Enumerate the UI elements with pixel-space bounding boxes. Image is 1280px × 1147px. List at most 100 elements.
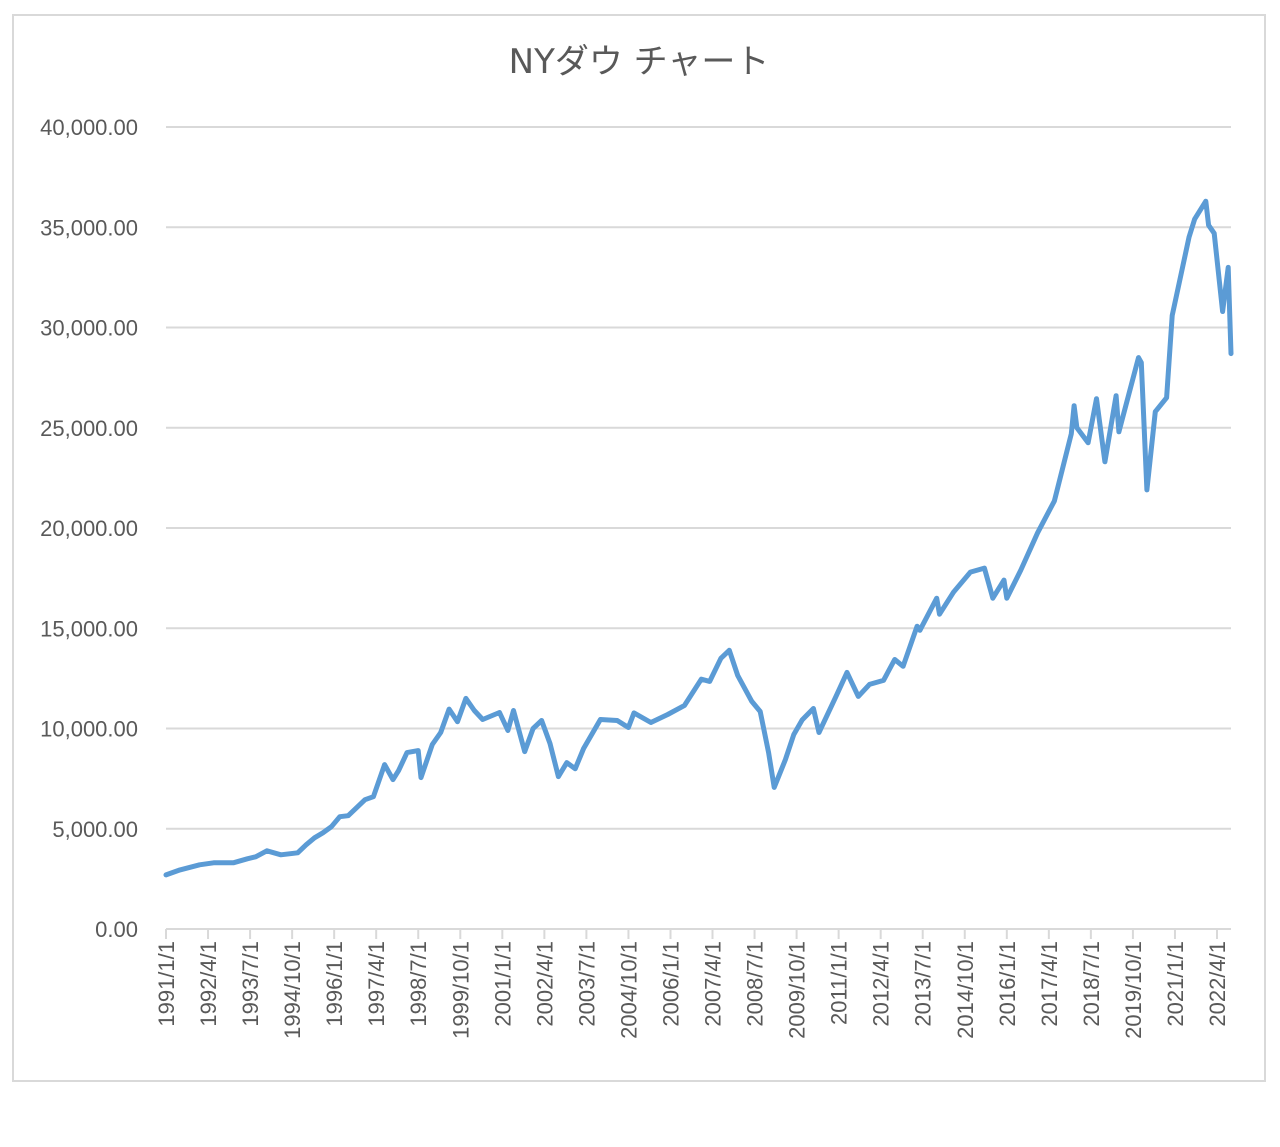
data-point (1085, 440, 1091, 445)
x-tick-label: 1998/7/1 (406, 941, 431, 1027)
x-tick-label: 2018/7/1 (1079, 941, 1104, 1027)
data-point (1136, 355, 1141, 360)
data-point (1228, 351, 1234, 356)
data-point (856, 694, 861, 699)
data-point (699, 677, 704, 682)
x-axis-ticks: 1991/1/1 1992/4/1 1993/7/1 1994/10/1 1996/1/… (154, 929, 1230, 1039)
data-point (917, 628, 923, 633)
x-tick-label: 1991/1/1 (154, 941, 179, 1027)
data-point (811, 706, 816, 711)
data-point (1001, 577, 1007, 583)
data-point (1220, 309, 1225, 314)
chart-frame (12, 14, 1266, 1082)
data-point (598, 717, 603, 722)
data-point (547, 741, 553, 746)
data-point (758, 709, 763, 714)
x-tick-label: 2022/4/1 (1205, 941, 1230, 1027)
x-tick-label: 2007/4/1 (701, 941, 726, 1027)
data-point (631, 710, 637, 716)
data-point (648, 720, 654, 725)
data-point (320, 830, 326, 835)
data-point (1212, 231, 1217, 236)
data-point (1203, 199, 1209, 204)
data-point (800, 717, 805, 723)
data-point (951, 590, 956, 595)
data-point (982, 565, 987, 571)
data-point (346, 813, 351, 818)
x-tick-label: 2004/10/1 (616, 941, 641, 1039)
data-point (480, 717, 485, 722)
x-tick-label: 1992/4/1 (196, 941, 221, 1027)
x-tick-label: 2008/7/1 (743, 941, 768, 1027)
data-point (735, 673, 740, 678)
data-point (833, 694, 838, 699)
data-point (791, 732, 796, 737)
data-point (472, 708, 477, 713)
data-point (1004, 596, 1009, 601)
data-point (707, 679, 712, 684)
data-point (816, 730, 822, 735)
data-point (1144, 487, 1150, 493)
y-tick-label: 10,000.00 (40, 717, 138, 742)
data-point (867, 682, 872, 687)
data-point (1074, 425, 1080, 430)
data-point (914, 624, 920, 629)
data-point (1052, 498, 1057, 504)
data-point (264, 848, 270, 853)
x-tick-label: 2014/10/1 (953, 941, 978, 1039)
data-point (253, 854, 258, 859)
x-tick-label: 2001/1/1 (490, 941, 515, 1027)
y-axis-ticks: 0.00 5,000.00 10,000.00 15,000.00 20,000.00 2… (40, 115, 138, 942)
data-point (362, 797, 368, 802)
data-point (934, 596, 939, 601)
data-point (329, 824, 334, 829)
data-point (163, 872, 169, 878)
data-point (564, 760, 569, 765)
data-point (1139, 360, 1144, 365)
x-tick-label: 1999/10/1 (448, 941, 473, 1039)
data-point (1018, 567, 1023, 573)
data-point (665, 712, 670, 717)
data-point (968, 569, 973, 575)
data-point (1170, 313, 1175, 318)
data-point (539, 718, 544, 723)
y-tick-label: 25,000.00 (40, 416, 138, 441)
data-point (892, 657, 897, 662)
data-point (682, 703, 687, 708)
x-tick-label: 2009/10/1 (785, 941, 810, 1039)
data-point (312, 835, 317, 840)
data-point (446, 706, 452, 712)
x-tick-label: 2012/4/1 (869, 941, 894, 1027)
data-point (278, 852, 284, 857)
gridlines (166, 126, 1231, 830)
data-point (396, 768, 401, 773)
data-point (573, 766, 578, 771)
x-tick-label: 1996/1/1 (322, 941, 347, 1027)
series-group (163, 198, 1234, 878)
data-point (511, 708, 516, 713)
data-point (727, 648, 732, 653)
data-point (581, 746, 586, 751)
data-point (505, 728, 511, 733)
data-point (416, 748, 421, 753)
data-point (1186, 235, 1192, 240)
data-point (1226, 265, 1231, 270)
x-tick-label: 2006/1/1 (658, 941, 683, 1027)
data-point (881, 678, 886, 683)
y-tick-label: 5,000.00 (52, 817, 138, 842)
x-tick-label: 1994/10/1 (280, 941, 305, 1039)
data-point (522, 749, 527, 754)
data-point (245, 856, 250, 861)
x-tick-label: 2011/1/1 (827, 941, 852, 1025)
chart-title: NYダウ チャート (509, 42, 770, 82)
x-tick-label: 2017/4/1 (1037, 941, 1062, 1027)
x-tick-label: 2016/1/1 (995, 941, 1020, 1027)
x-tick-label: 2003/7/1 (574, 941, 599, 1027)
data-point (844, 670, 850, 675)
data-point (766, 750, 771, 755)
data-point (430, 742, 435, 747)
data-point (1069, 431, 1074, 436)
data-point (718, 656, 724, 661)
data-point (1035, 530, 1040, 535)
